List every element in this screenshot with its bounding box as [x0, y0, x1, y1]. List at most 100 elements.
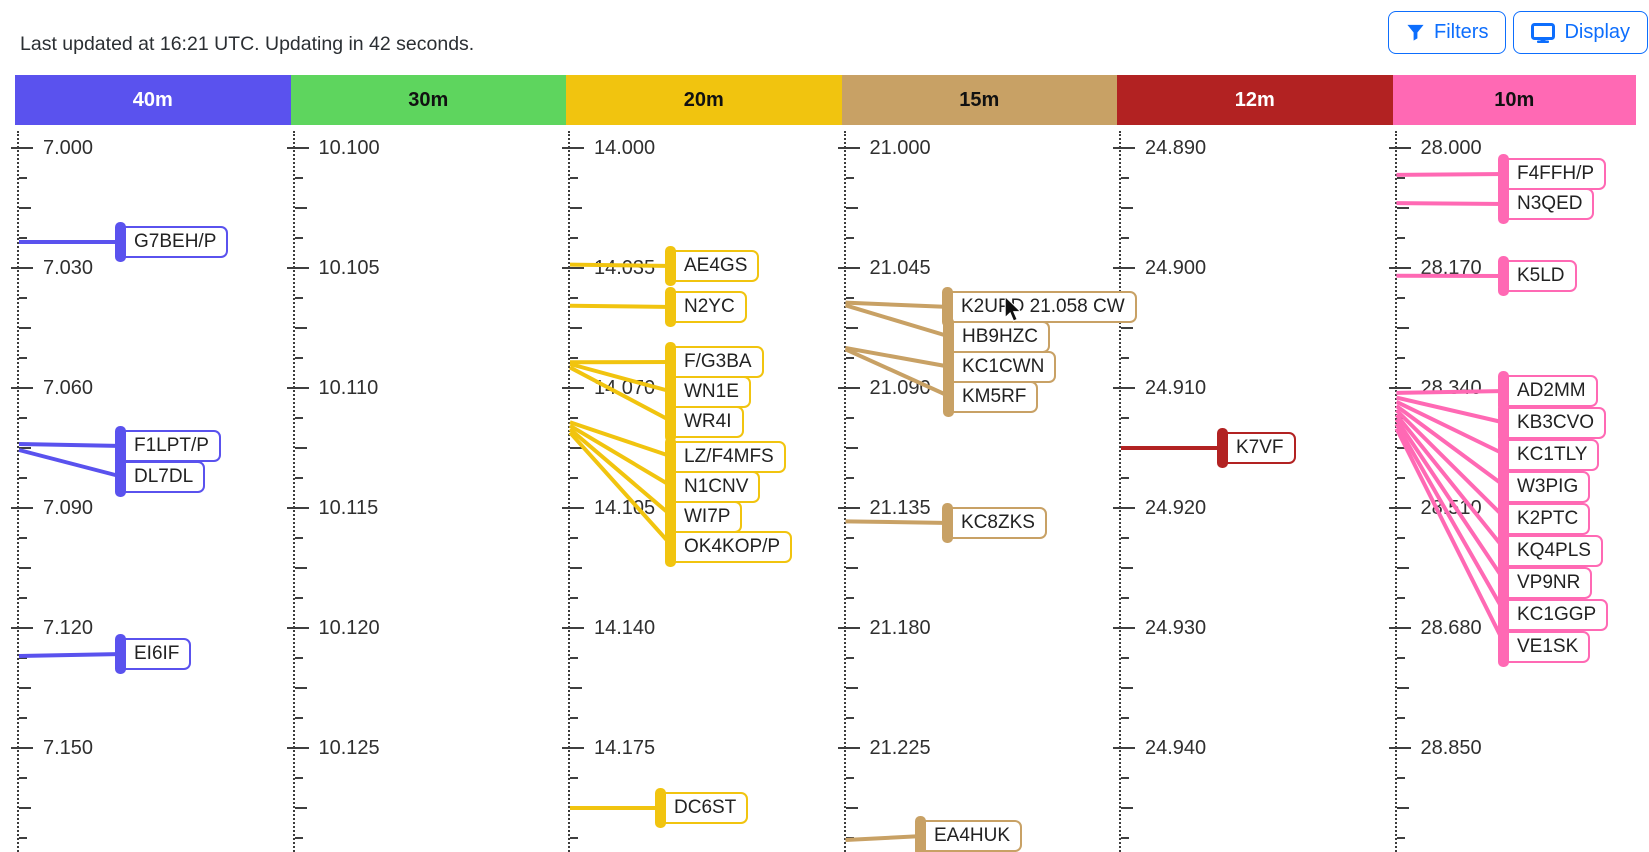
band-header-10m: 10m — [1392, 75, 1636, 125]
spot-ea4huk[interactable]: EA4HUK — [915, 816, 1023, 852]
minor-tick — [1121, 477, 1129, 479]
minor-tick — [294, 237, 303, 239]
spot-n1cnv[interactable]: N1CNV — [665, 467, 761, 507]
spot-k5ld[interactable]: K5LD — [1498, 256, 1577, 296]
spot-callsign: KC1CWN — [962, 356, 1045, 377]
minor-tick — [845, 177, 854, 179]
spot-n2yc[interactable]: N2YC — [665, 287, 747, 327]
major-tick — [837, 387, 860, 389]
major-tick — [1113, 267, 1135, 269]
spot-kb3cvo[interactable]: KB3CVO — [1498, 403, 1607, 443]
minor-tick — [570, 687, 582, 689]
minor-tick — [1121, 447, 1133, 449]
spot-callsign: AD2MM — [1517, 380, 1586, 401]
spot-km5rf[interactable]: KM5RF — [943, 377, 1039, 417]
spot-callsign: KC1GGP — [1517, 604, 1597, 625]
spot-kc8zks[interactable]: KC8ZKS — [942, 503, 1047, 543]
tick-label: 28.510 — [1420, 497, 1482, 519]
spot-k2upd[interactable]: K2UPD 21.058 CW — [942, 287, 1137, 327]
spot-callsign: KC1TLY — [1517, 444, 1588, 465]
spot-ei6if[interactable]: EI6IF — [115, 634, 192, 674]
filters-button[interactable]: Filters — [1388, 11, 1507, 54]
minor-tick — [1396, 837, 1405, 839]
display-button[interactable]: Display — [1513, 11, 1649, 54]
spot-line-kb3cvo — [1396, 395, 1507, 425]
minor-tick — [294, 297, 303, 299]
tick-label: 14.000 — [594, 137, 656, 159]
major-tick — [286, 147, 309, 149]
frequency-axis-12m — [1119, 131, 1121, 852]
frequency-axis-30m — [292, 131, 295, 852]
spot-wr4i[interactable]: WR4I — [665, 402, 744, 442]
minor-tick — [570, 297, 578, 299]
minor-tick — [19, 777, 27, 779]
major-tick — [562, 267, 584, 269]
spot-dc6st[interactable]: DC6ST — [655, 788, 749, 828]
spot-vp9nr[interactable]: VP9NR — [1498, 563, 1593, 603]
spot-dl7dl[interactable]: DL7DL — [115, 457, 206, 497]
spot-kc1tly[interactable]: KC1TLY — [1498, 435, 1600, 475]
minor-tick — [1121, 177, 1129, 179]
spot-wn1e[interactable]: WN1E — [665, 372, 751, 412]
spot-kc1cwn[interactable]: KC1CWN — [943, 347, 1057, 387]
spot-wi7p[interactable]: WI7P — [665, 497, 743, 537]
spot-k7vf[interactable]: K7VF — [1217, 428, 1296, 468]
spot-lz-f4mfs[interactable]: LZ/F4MFS — [665, 437, 786, 477]
spot-k2ptc[interactable]: K2PTC — [1498, 499, 1591, 539]
minor-tick — [294, 177, 303, 179]
minor-tick — [845, 657, 854, 659]
spot-callsign: N1CNV — [684, 476, 749, 497]
spot-line-ea4huk — [845, 834, 924, 842]
minor-tick — [570, 327, 582, 329]
minor-tick — [294, 477, 303, 479]
tick-label: 21.225 — [869, 737, 931, 759]
minor-tick — [1396, 357, 1405, 359]
spot-f4ffh-p[interactable]: F4FFH/P — [1498, 154, 1607, 194]
spot-g7beh-p[interactable]: G7BEH/P — [115, 222, 229, 262]
minor-tick — [570, 537, 578, 539]
minor-tick — [19, 807, 31, 809]
minor-tick — [1396, 207, 1409, 209]
spot-f1lpt-p[interactable]: F1LPT/P — [115, 426, 221, 466]
spot-callsign: EA4HUK — [934, 825, 1011, 846]
spot-ad2mm[interactable]: AD2MM — [1498, 371, 1598, 411]
minor-tick — [570, 717, 578, 719]
spot-f-g3ba[interactable]: F/G3BA — [665, 342, 764, 382]
minor-tick — [845, 717, 854, 719]
spot-w3pig[interactable]: W3PIG — [1498, 467, 1591, 507]
tick-label: 10.125 — [318, 737, 380, 759]
major-tick — [11, 507, 33, 509]
minor-tick — [570, 477, 578, 479]
display-monitor-icon — [1531, 22, 1556, 43]
major-tick — [11, 267, 33, 269]
minor-tick — [845, 447, 858, 449]
spot-callsign: KQ4PLS — [1517, 540, 1591, 561]
display-button-label: Display — [1564, 21, 1631, 43]
minor-tick — [19, 717, 27, 719]
minor-tick — [1121, 777, 1129, 779]
minor-tick — [845, 297, 854, 299]
minor-tick — [845, 417, 854, 419]
mouse-cursor — [1004, 296, 1022, 322]
tick-label: 10.115 — [318, 497, 379, 519]
spot-callsign: LZ/F4MFS — [684, 446, 774, 467]
spot-n3qed[interactable]: N3QED — [1498, 184, 1595, 224]
minor-tick — [19, 597, 27, 599]
spot-ae4gs[interactable]: AE4GS — [665, 246, 760, 286]
spot-ok4kop-p[interactable]: OK4KOP/P — [665, 527, 793, 567]
minor-tick — [1121, 207, 1133, 209]
minor-tick — [1396, 567, 1409, 569]
minor-tick — [19, 567, 31, 569]
major-tick — [1388, 747, 1411, 749]
major-tick — [11, 147, 33, 149]
spot-kc1ggp[interactable]: KC1GGP — [1498, 595, 1609, 635]
spot-ve1sk[interactable]: VE1SK — [1498, 627, 1591, 667]
spot-hb9hzc[interactable]: HB9HZC — [943, 317, 1051, 357]
spot-left-bar — [655, 788, 666, 828]
spot-callsign: WI7P — [684, 506, 731, 527]
major-tick — [837, 267, 860, 269]
minor-tick — [19, 237, 27, 239]
tick-label: 10.100 — [318, 137, 380, 159]
spot-callsign: VP9NR — [1517, 572, 1581, 593]
spot-kq4pls[interactable]: KQ4PLS — [1498, 531, 1603, 571]
